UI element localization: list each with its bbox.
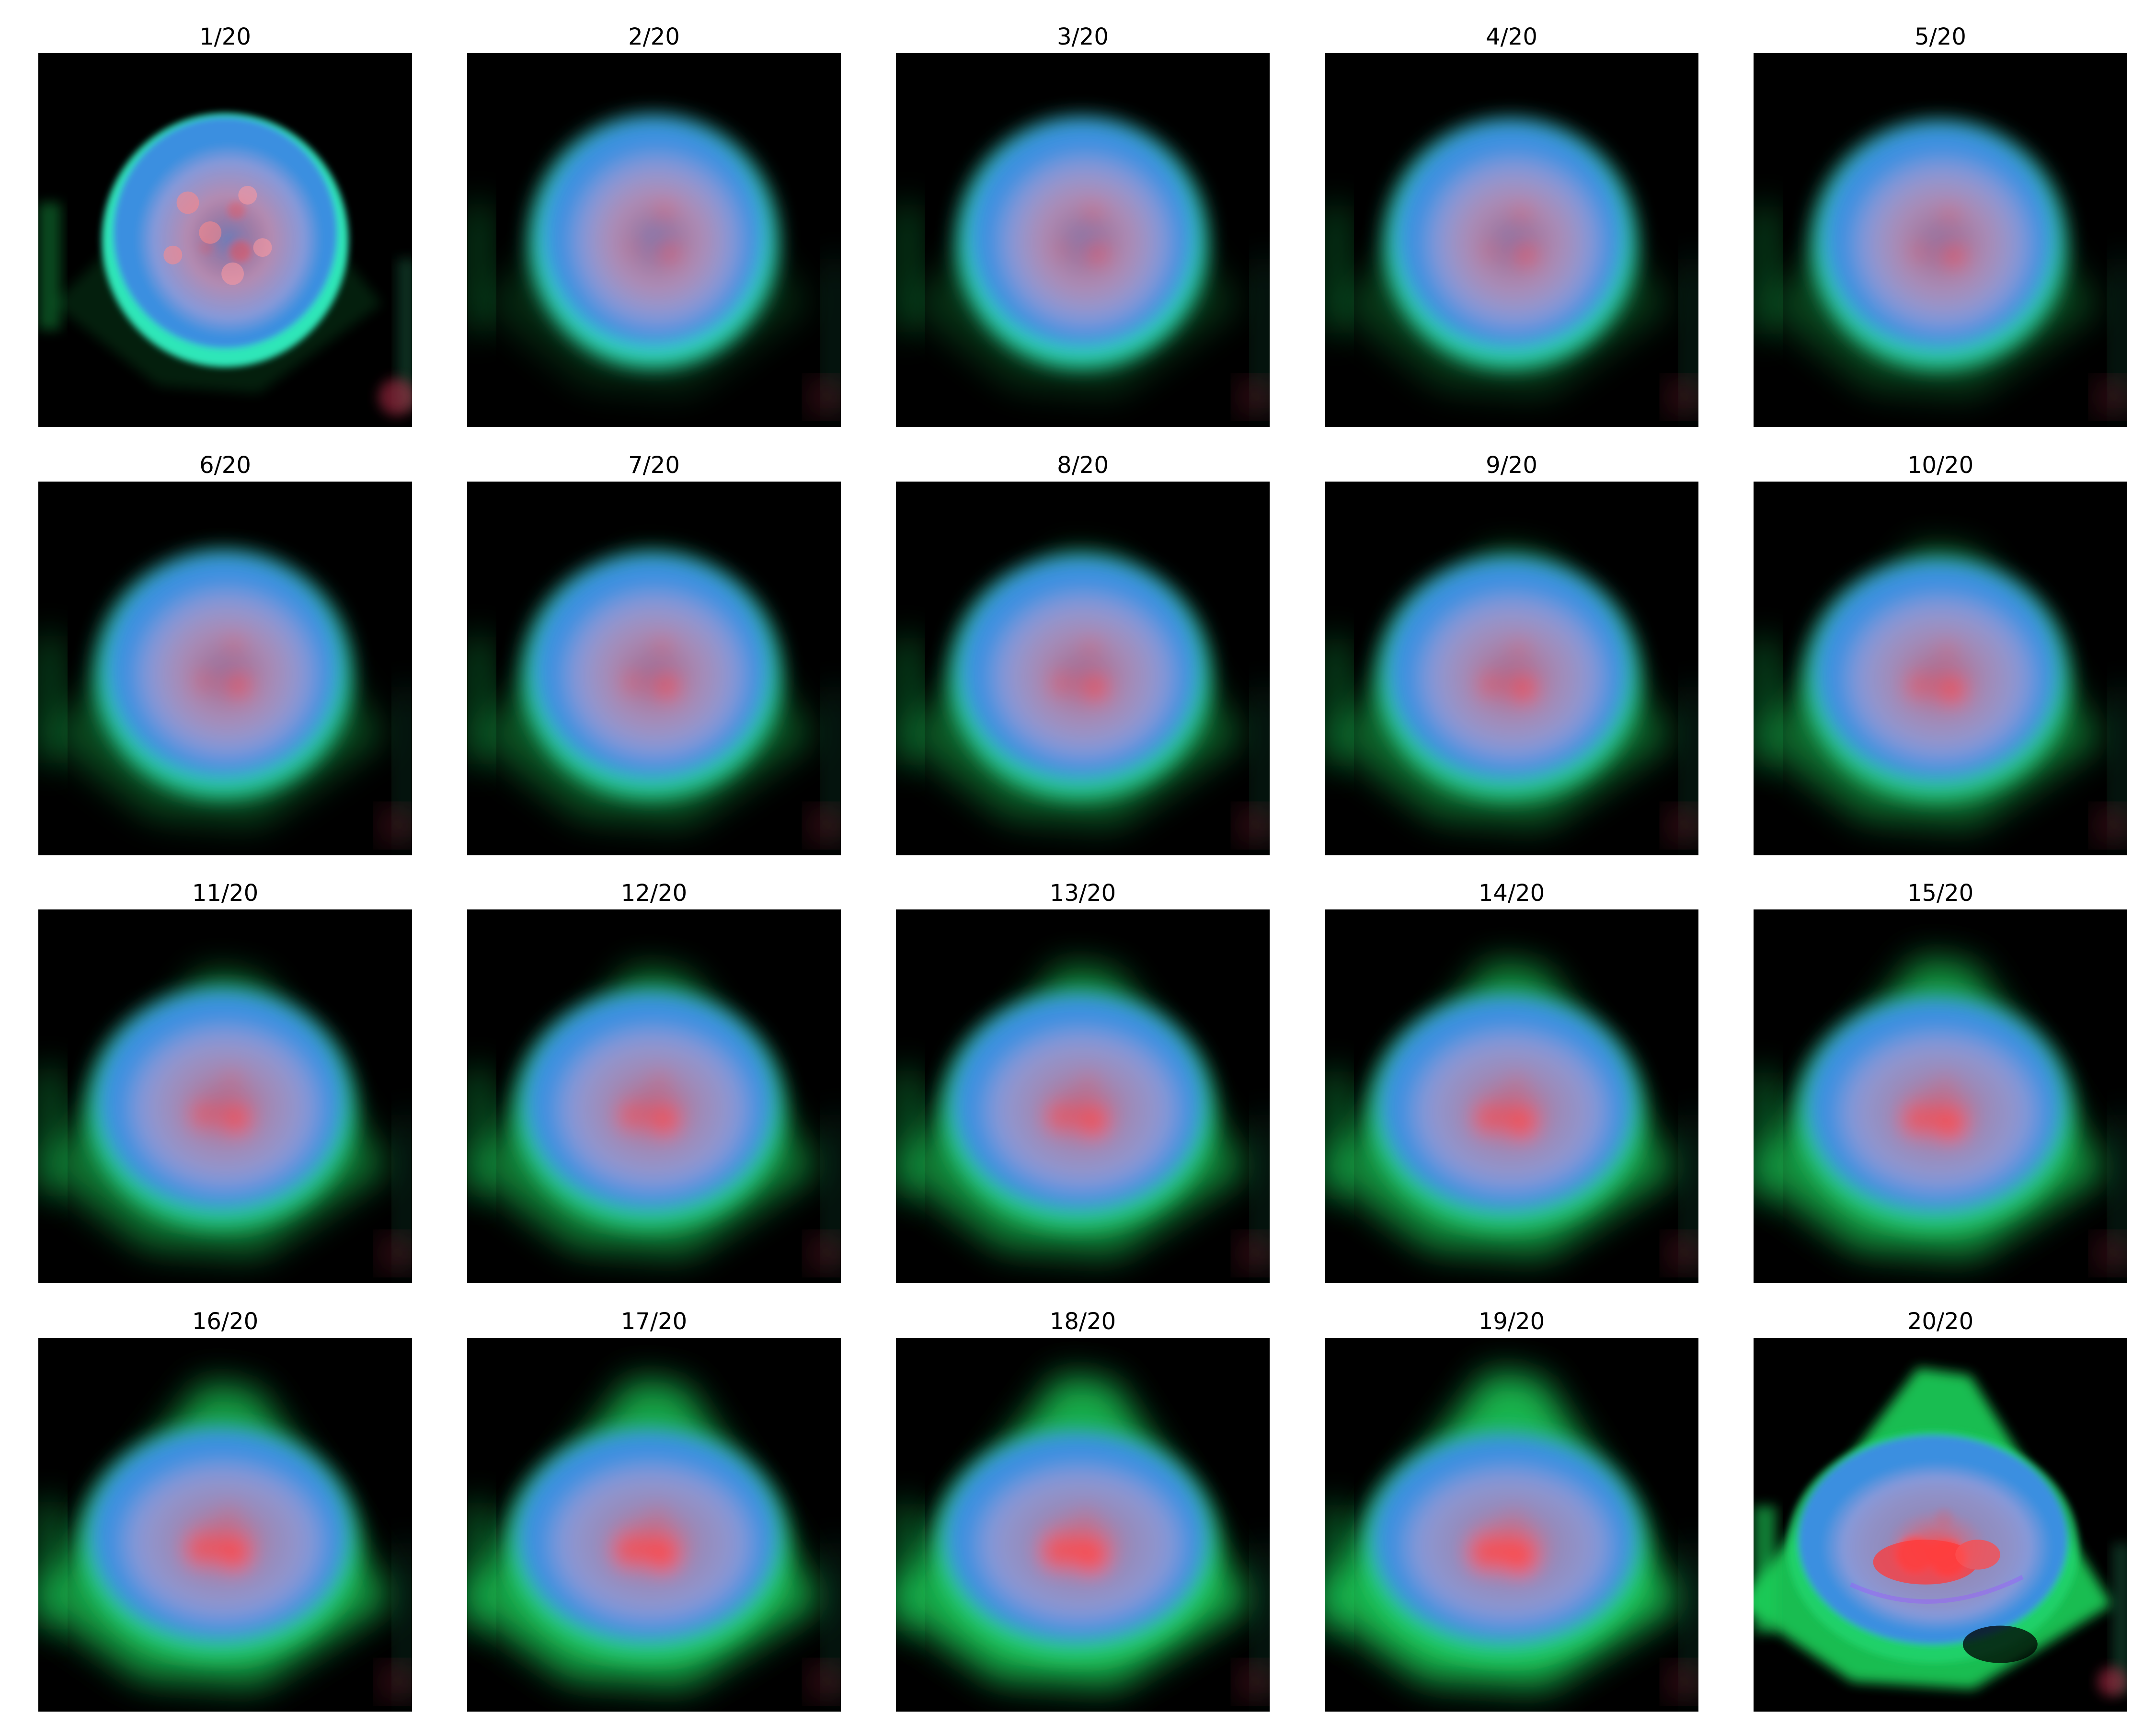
frame-panel: 5/20 [1754,21,2127,427]
frame-panel: 12/20 [467,877,841,1283]
frame-panel: 11/20 [38,877,412,1283]
frame-panel: 20/20 [1754,1305,2127,1712]
frame-panel: 18/20 [896,1305,1270,1712]
frame-label: 11/20 [192,880,259,907]
microscopy-image [467,1338,841,1712]
microscopy-image [896,1338,1270,1712]
frame-panel: 14/20 [1325,877,1698,1283]
microscopy-image [38,1338,412,1712]
microscopy-image [896,482,1270,855]
frame-panel: 16/20 [38,1305,412,1712]
frame-label: 16/20 [192,1308,259,1335]
frame-panel: 1/20 [38,21,412,427]
microscopy-image [467,909,841,1283]
frame-panel: 17/20 [467,1305,841,1712]
frame-label: 6/20 [199,452,251,479]
microscopy-image [1325,909,1698,1283]
frame-panel: 10/20 [1754,449,2127,855]
frame-label: 19/20 [1478,1308,1545,1335]
frame-label: 2/20 [628,23,680,50]
microscopy-image [1325,482,1698,855]
frame-panel: 3/20 [896,21,1270,427]
frame-label: 8/20 [1057,452,1109,479]
microscopy-image [38,53,412,427]
frame-label: 10/20 [1907,452,1974,479]
frame-panel: 4/20 [1325,21,1698,427]
frame-label: 7/20 [628,452,680,479]
microscopy-image [1754,909,2127,1283]
frame-panel: 15/20 [1754,877,2127,1283]
microscopy-image [896,53,1270,427]
frame-label: 17/20 [620,1308,688,1335]
frame-label: 20/20 [1907,1308,1974,1335]
microscopy-image [1754,53,2127,427]
microscopy-image [467,482,841,855]
frame-label: 1/20 [199,23,251,50]
frame-panel: 7/20 [467,449,841,855]
frame-panel: 2/20 [467,21,841,427]
microscopy-image [38,909,412,1283]
frame-label: 13/20 [1049,880,1116,907]
frame-label: 5/20 [1915,23,1966,50]
microscopy-image [1754,482,2127,855]
microscopy-image [1754,1338,2127,1712]
frame-label: 12/20 [620,880,688,907]
frame-label: 4/20 [1486,23,1537,50]
frame-label: 14/20 [1478,880,1545,907]
frame-label: 9/20 [1486,452,1537,479]
frame-panel: 9/20 [1325,449,1698,855]
frame-label: 15/20 [1907,880,1974,907]
frame-label: 18/20 [1049,1308,1116,1335]
microscopy-image [1325,1338,1698,1712]
frame-panel: 8/20 [896,449,1270,855]
microscopy-image [1325,53,1698,427]
microscopy-image [467,53,841,427]
microscopy-image [896,909,1270,1283]
frame-panel: 13/20 [896,877,1270,1283]
frame-panel: 19/20 [1325,1305,1698,1712]
frame-panel: 6/20 [38,449,412,855]
frame-label: 3/20 [1057,23,1109,50]
microscopy-image [38,482,412,855]
